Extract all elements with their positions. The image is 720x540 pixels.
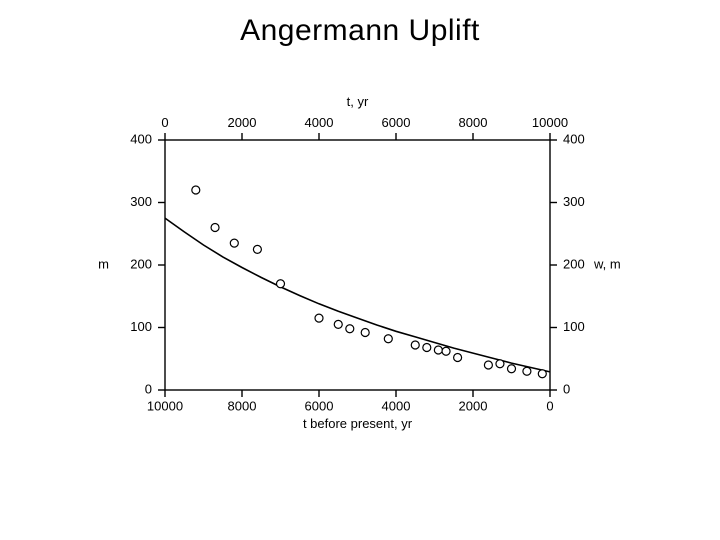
- tick-label: 2000: [228, 115, 257, 130]
- data-point: [496, 360, 504, 368]
- tick-label: 300: [130, 194, 152, 209]
- x-axis-bottom-label: t before present, yr: [303, 416, 413, 431]
- fit-curve: [165, 218, 550, 372]
- data-point: [384, 335, 392, 343]
- data-point: [334, 320, 342, 328]
- data-point: [277, 280, 285, 288]
- tick-label: 0: [563, 381, 570, 396]
- tick-label: 300: [563, 194, 585, 209]
- data-point: [361, 329, 369, 337]
- page: Angermann Uplift 02000400060008000100000…: [0, 0, 720, 540]
- data-point: [538, 370, 546, 378]
- tick-label: 10000: [532, 115, 568, 130]
- tick-label: 200: [130, 256, 152, 271]
- tick-label: 10000: [147, 399, 183, 414]
- tick-label: 0: [546, 399, 553, 414]
- data-point: [508, 365, 516, 373]
- tick-label: 4000: [382, 399, 411, 414]
- tick-label: 400: [563, 131, 585, 146]
- data-point: [454, 354, 462, 362]
- data-point: [253, 245, 261, 253]
- tick-label: 8000: [459, 115, 488, 130]
- data-point: [434, 346, 442, 354]
- tick-label: 200: [563, 256, 585, 271]
- data-point: [523, 367, 531, 375]
- uplift-chart: 0200040006000800010000010020030040001002…: [95, 70, 620, 460]
- tick-label: 400: [130, 131, 152, 146]
- tick-label: 6000: [305, 399, 334, 414]
- tick-label: 6000: [382, 115, 411, 130]
- data-point: [211, 224, 219, 232]
- data-point: [315, 314, 323, 322]
- page-title: Angermann Uplift: [0, 14, 720, 48]
- y-axis-left-label: Uplift, m: [95, 256, 109, 271]
- tick-label: 2000: [459, 399, 488, 414]
- data-point: [192, 186, 200, 194]
- data-point: [442, 347, 450, 355]
- tick-label: 100: [130, 319, 152, 334]
- data-point: [346, 325, 354, 333]
- data-point: [484, 361, 492, 369]
- tick-label: 0: [161, 115, 168, 130]
- data-point: [423, 344, 431, 352]
- tick-label: 0: [145, 381, 152, 396]
- tick-label: 8000: [228, 399, 257, 414]
- tick-label: 4000: [305, 115, 334, 130]
- y-axis-right-label: w, m: [593, 256, 620, 271]
- tick-label: 100: [563, 319, 585, 334]
- data-point: [230, 239, 238, 247]
- data-point: [411, 341, 419, 349]
- chart-container: 0200040006000800010000010020030040001002…: [95, 70, 620, 460]
- x-axis-top-label: t, yr: [347, 94, 369, 109]
